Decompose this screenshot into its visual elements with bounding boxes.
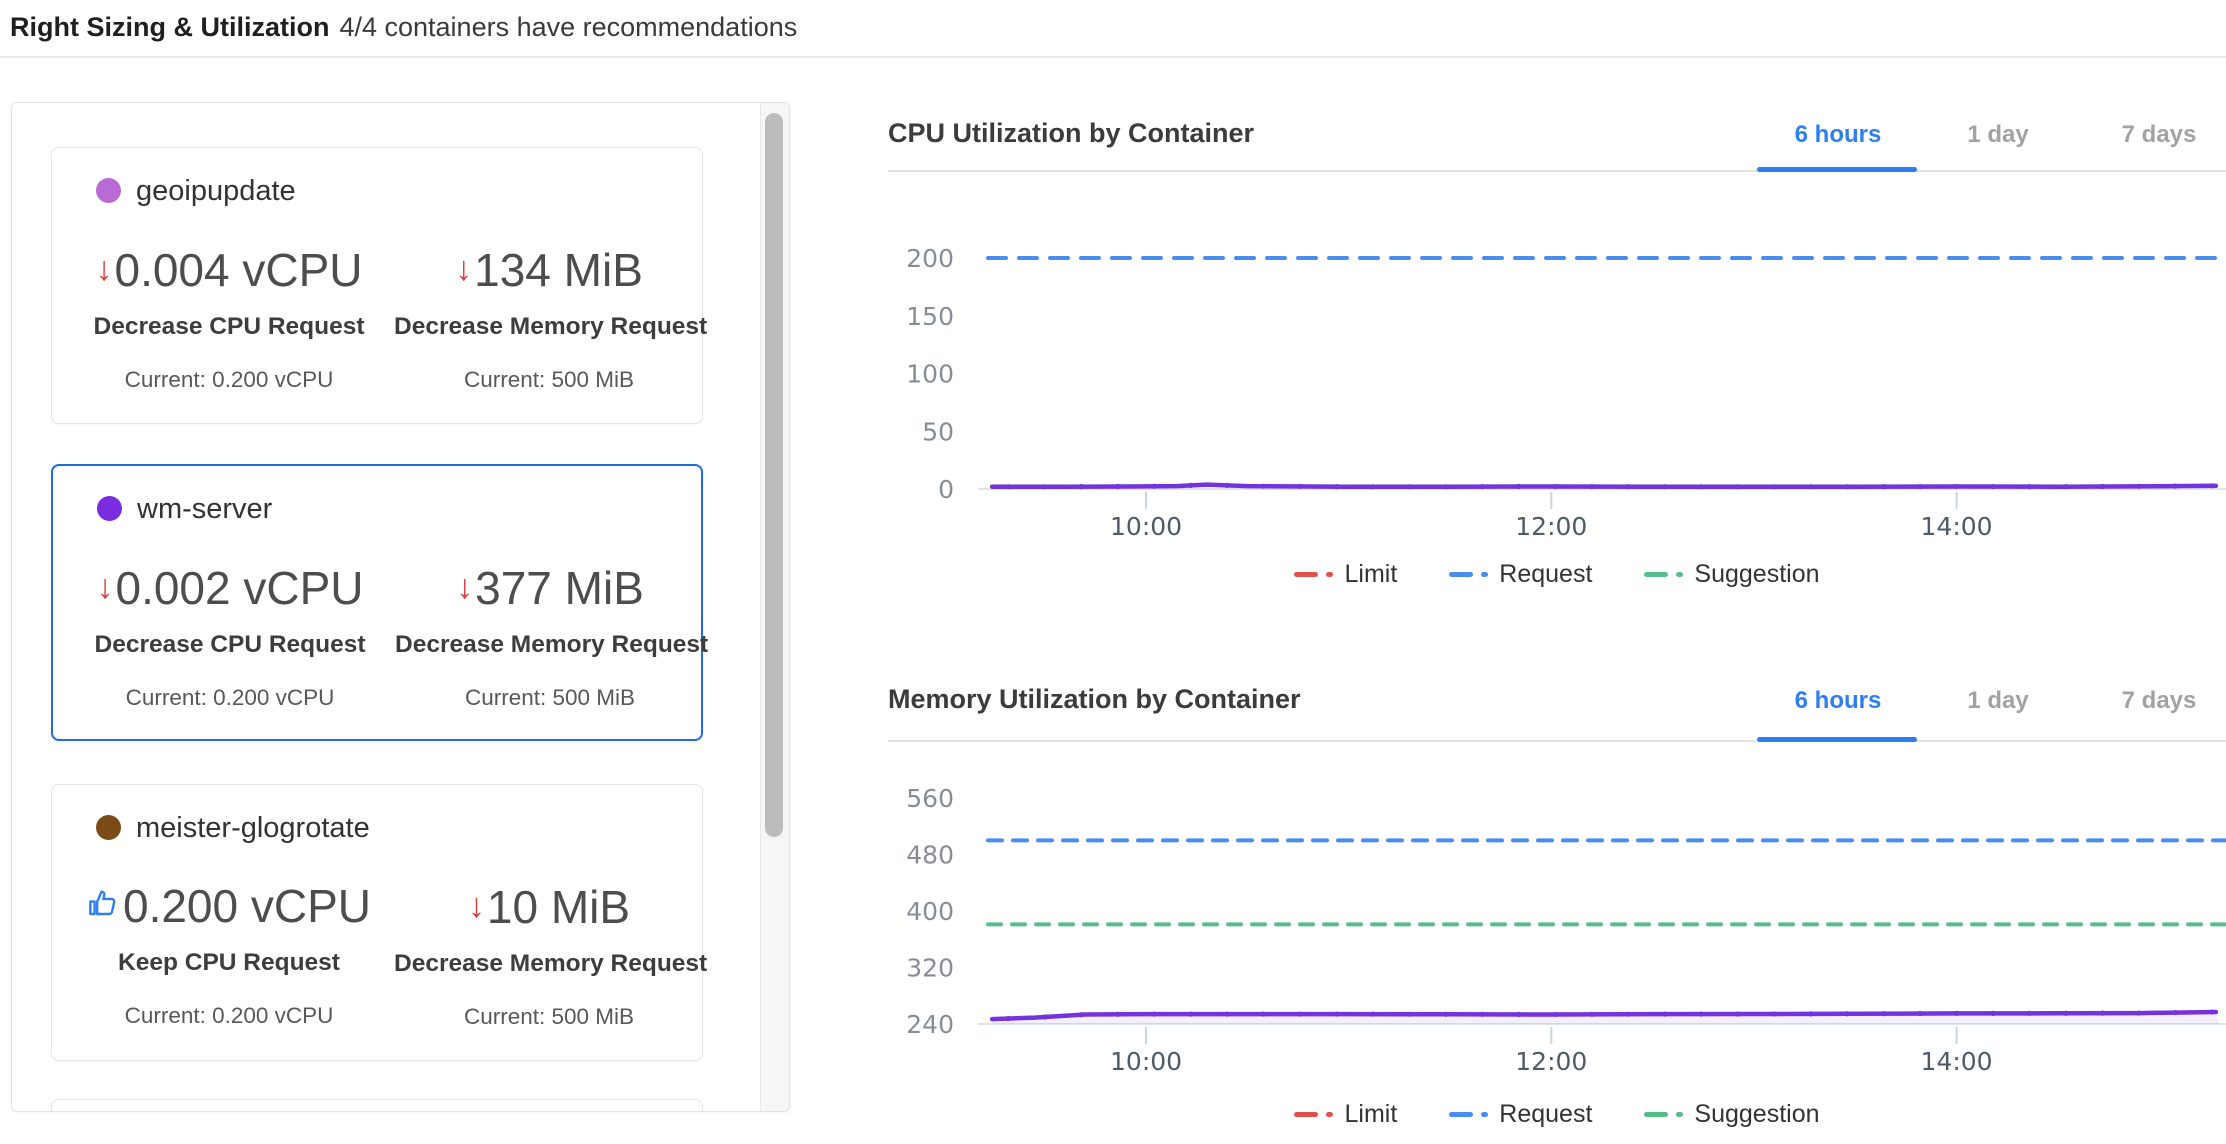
container-color-dot bbox=[96, 815, 121, 840]
container-card-wm-server[interactable]: wm-server ↓0.002 vCPU Decrease CPU Reque… bbox=[51, 464, 709, 741]
decrease-arrow-icon: ↓ bbox=[95, 250, 113, 288]
cpu-tab-6-hours[interactable]: 6 hours bbox=[1794, 121, 1882, 148]
memory-utilization-chart: 240 320 400 480 560 10:00 12:00 14:00 bbox=[906, 784, 2226, 1076]
page-header: Right Sizing & Utilization 4/4 containers… bbox=[10, 12, 797, 43]
svg-text:14:00: 14:00 bbox=[1921, 1047, 1993, 1076]
container-name: meister-glogrotate bbox=[136, 812, 370, 844]
svg-text:10:00: 10:00 bbox=[1110, 512, 1182, 541]
memory-current-value: Current: 500 MiB bbox=[463, 1004, 635, 1029]
legend-item-request[interactable]: Request bbox=[1449, 560, 1592, 589]
limit-line-swatch bbox=[1294, 572, 1319, 577]
svg-text:560: 560 bbox=[906, 784, 954, 813]
memory-action-label: Decrease Memory Request bbox=[394, 313, 708, 340]
cpu-current-value: Current: 0.200 vCPU bbox=[124, 1003, 334, 1028]
decrease-arrow-icon: ↓ bbox=[456, 568, 474, 606]
decrease-arrow-icon: ↓ bbox=[96, 568, 114, 606]
container-color-dot bbox=[97, 496, 122, 521]
memory-tab-7-days[interactable]: 7 days bbox=[2121, 687, 2197, 714]
memory-chart-title: Memory Utilization by Container bbox=[888, 684, 1301, 714]
cpu-action-label: Decrease CPU Request bbox=[93, 313, 365, 340]
suggestion-line-swatch bbox=[1644, 1112, 1669, 1117]
container-color-dot bbox=[96, 178, 121, 203]
memory-chart-legend: Limit Request Suggestion bbox=[888, 1100, 2226, 1129]
svg-text:0: 0 bbox=[938, 475, 954, 504]
cpu-recommendation: 0.200 vCPU Keep CPU Request Current: 0.2… bbox=[74, 877, 384, 1029]
cpu-recommendation: ↓0.004 vCPU Decrease CPU Request Current… bbox=[74, 240, 384, 393]
legend-item-suggestion[interactable]: Suggestion bbox=[1644, 1100, 1820, 1129]
memory-recommended-value: ↓377 MiB bbox=[456, 562, 644, 614]
svg-text:50: 50 bbox=[922, 417, 954, 446]
request-line-swatch bbox=[1449, 1112, 1474, 1117]
cpu-current-value: Current: 0.200 vCPU bbox=[124, 367, 334, 392]
container-list-panel: geoipupdate ↓0.004 vCPU Decrease CPU Req… bbox=[11, 102, 790, 1112]
svg-text:240: 240 bbox=[906, 1010, 954, 1039]
cpu-active-tab-underline bbox=[1757, 167, 1917, 172]
container-name: geoipupdate bbox=[136, 175, 296, 207]
header-divider bbox=[0, 56, 2226, 58]
memory-recommendation: ↓134 MiB Decrease Memory Request Current… bbox=[394, 240, 708, 393]
svg-text:150: 150 bbox=[906, 302, 954, 331]
memory-active-tab-underline bbox=[1757, 737, 1917, 742]
cpu-recommended-value: ↓0.002 vCPU bbox=[96, 562, 364, 614]
request-line-swatch bbox=[1449, 572, 1474, 577]
container-card-partial[interactable] bbox=[51, 1099, 703, 1111]
thumbs-up-icon bbox=[89, 890, 116, 916]
svg-text:12:00: 12:00 bbox=[1515, 512, 1587, 541]
svg-text:200: 200 bbox=[906, 244, 954, 273]
svg-text:12:00: 12:00 bbox=[1515, 1047, 1587, 1076]
container-list: geoipupdate ↓0.004 vCPU Decrease CPU Req… bbox=[12, 103, 760, 1111]
page-subtitle: 4/4 containers have recommendations bbox=[339, 12, 798, 42]
svg-text:10:00: 10:00 bbox=[1110, 1047, 1182, 1076]
cpu-tab-1-day[interactable]: 1 day bbox=[1967, 121, 2029, 148]
legend-item-limit[interactable]: Limit bbox=[1294, 1100, 1397, 1129]
memory-recommended-value: ↓134 MiB bbox=[455, 244, 643, 296]
memory-recommended-value: ↓10 MiB bbox=[467, 881, 631, 933]
svg-text:480: 480 bbox=[906, 841, 954, 870]
cpu-recommended-value: ↓0.004 vCPU bbox=[95, 244, 363, 296]
cpu-chart-legend: Limit Request Suggestion bbox=[888, 560, 2226, 589]
svg-text:14:00: 14:00 bbox=[1921, 512, 1993, 541]
cpu-recommendation: ↓0.002 vCPU Decrease CPU Request Current… bbox=[75, 558, 385, 711]
cpu-action-label: Decrease CPU Request bbox=[94, 631, 366, 658]
decrease-arrow-icon: ↓ bbox=[455, 250, 473, 288]
legend-item-suggestion[interactable]: Suggestion bbox=[1644, 560, 1820, 589]
scrollbar-thumb[interactable] bbox=[765, 113, 783, 837]
legend-item-request[interactable]: Request bbox=[1449, 1100, 1592, 1129]
memory-header-divider bbox=[888, 740, 2226, 742]
limit-line-swatch bbox=[1294, 1112, 1319, 1117]
memory-tab-1-day[interactable]: 1 day bbox=[1967, 687, 2029, 714]
svg-text:400: 400 bbox=[906, 897, 954, 926]
cpu-tab-7-days[interactable]: 7 days bbox=[2121, 121, 2197, 148]
scrollbar-track[interactable] bbox=[760, 103, 789, 1111]
cpu-action-label: Keep CPU Request bbox=[118, 949, 340, 976]
svg-text:100: 100 bbox=[906, 360, 954, 389]
memory-current-value: Current: 500 MiB bbox=[463, 367, 635, 392]
legend-item-limit[interactable]: Limit bbox=[1294, 560, 1397, 589]
container-card-meister-glogrotate[interactable]: meister-glogrotate 0.200 vCPU Keep CPU R… bbox=[51, 784, 708, 1061]
memory-action-label: Decrease Memory Request bbox=[395, 631, 709, 658]
memory-recommendation: ↓377 MiB Decrease Memory Request Current… bbox=[395, 558, 709, 711]
page-title: Right Sizing & Utilization bbox=[10, 12, 330, 42]
suggestion-line-swatch bbox=[1644, 572, 1669, 577]
cpu-utilization-chart: 0 50 100 150 200 10:00 12:00 14:00 bbox=[906, 244, 2226, 541]
svg-text:320: 320 bbox=[906, 954, 954, 983]
memory-action-label: Decrease Memory Request bbox=[394, 950, 708, 977]
cpu-chart-title: CPU Utilization by Container bbox=[888, 118, 1255, 148]
cpu-header-divider bbox=[888, 170, 2226, 172]
container-name: wm-server bbox=[137, 493, 273, 525]
decrease-arrow-icon: ↓ bbox=[467, 887, 485, 925]
memory-current-value: Current: 500 MiB bbox=[464, 685, 636, 710]
memory-tab-6-hours[interactable]: 6 hours bbox=[1794, 687, 1882, 714]
cpu-current-value: Current: 0.200 vCPU bbox=[125, 685, 335, 710]
cpu-recommended-value: 0.200 vCPU bbox=[74, 877, 384, 935]
container-card-geoipupdate[interactable]: geoipupdate ↓0.004 vCPU Decrease CPU Req… bbox=[51, 147, 708, 424]
memory-recommendation: ↓10 MiB Decrease Memory Request Current:… bbox=[394, 877, 708, 1030]
